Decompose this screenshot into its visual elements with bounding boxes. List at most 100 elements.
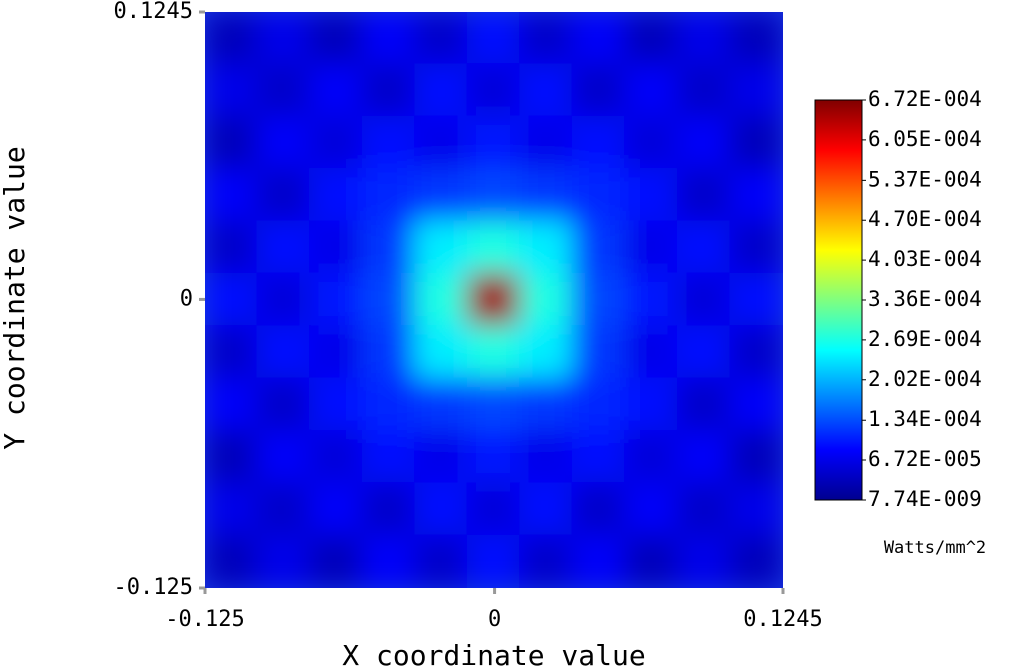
heatmap-cell bbox=[361, 12, 417, 66]
y-tick-label: 0.1245 bbox=[114, 0, 193, 24]
colorbar-tick-label: 2.69E-004 bbox=[868, 327, 982, 351]
heatmap-cell bbox=[205, 325, 259, 380]
heatmap-cell bbox=[466, 429, 522, 485]
heatmap-cell bbox=[361, 63, 417, 118]
heatmap bbox=[205, 12, 783, 588]
heatmap-cell bbox=[624, 115, 679, 171]
heatmap-cell bbox=[361, 429, 417, 485]
heatmap-cell bbox=[256, 377, 312, 432]
heatmap-cell bbox=[571, 377, 627, 432]
colorbar-tick-label: 7.74E-009 bbox=[868, 487, 982, 511]
heatmap-cell bbox=[466, 377, 522, 432]
heatmap-cell bbox=[729, 63, 783, 118]
heatmap-cell bbox=[414, 377, 469, 432]
colorbar-tick-label: 6.72E-005 bbox=[868, 447, 982, 471]
heatmap-cell bbox=[571, 534, 627, 588]
heatmap-cell bbox=[256, 325, 312, 380]
heatmap-cell bbox=[466, 482, 522, 537]
heatmap-cell bbox=[571, 63, 627, 118]
heatmap-cell bbox=[361, 534, 417, 588]
heatmap-cell bbox=[414, 534, 469, 588]
heatmap-cell bbox=[466, 12, 522, 66]
heatmap-cell bbox=[519, 115, 574, 171]
heatmap-cell bbox=[519, 168, 574, 223]
heatmap-cell bbox=[414, 482, 469, 537]
heatmap-cell bbox=[676, 482, 732, 537]
colorbar-tick-label: 5.37E-004 bbox=[868, 167, 982, 191]
y-tick-label: -0.125 bbox=[114, 575, 193, 600]
colorbar-label: Watts/mm^2 bbox=[884, 538, 986, 558]
heatmap-cell bbox=[414, 220, 469, 275]
heatmap-cell bbox=[729, 429, 783, 485]
heatmap-cell bbox=[676, 115, 732, 171]
heatmap-cell bbox=[256, 168, 312, 223]
heatmap-cell bbox=[256, 220, 312, 275]
heatmap-cell bbox=[571, 168, 627, 223]
heatmap-cell bbox=[361, 325, 417, 380]
colorbar bbox=[814, 99, 863, 501]
heatmap-cell bbox=[519, 272, 574, 328]
heatmap-cell bbox=[205, 63, 259, 118]
heatmap-cell bbox=[624, 482, 679, 537]
heatmap-cell bbox=[571, 220, 627, 275]
heatmap-cell bbox=[361, 272, 417, 328]
heatmap-cell bbox=[414, 12, 469, 66]
heatmap-cell bbox=[624, 377, 679, 432]
colorbar-tick-label: 6.05E-004 bbox=[868, 127, 982, 151]
heatmap-cell bbox=[414, 63, 469, 118]
heatmap-cell bbox=[729, 12, 783, 66]
heatmap-cell bbox=[466, 115, 522, 171]
heatmap-cell bbox=[729, 482, 783, 537]
heatmap-cell bbox=[205, 534, 259, 588]
heatmap-cell bbox=[256, 482, 312, 537]
heatmap-cell bbox=[205, 220, 259, 275]
heatmap-cell bbox=[676, 168, 732, 223]
colorbar-tick-label: 2.02E-004 bbox=[868, 367, 982, 391]
heatmap-cell bbox=[571, 12, 627, 66]
heatmap-cell bbox=[729, 325, 783, 380]
heatmap-cell bbox=[571, 482, 627, 537]
heatmap-cell bbox=[309, 377, 364, 432]
heatmap-cell bbox=[205, 12, 259, 66]
heatmap-cell bbox=[205, 377, 259, 432]
heatmap-cell bbox=[466, 325, 522, 380]
heatmap-cell bbox=[309, 12, 364, 66]
heatmap-cell bbox=[729, 377, 783, 432]
heatmap-cell bbox=[309, 168, 364, 223]
colorbar-tick-label: 1.34E-004 bbox=[868, 407, 982, 431]
heatmap-cell bbox=[519, 482, 574, 537]
heatmap-cell bbox=[676, 377, 732, 432]
heatmap-cell bbox=[729, 220, 783, 275]
heatmap-cell bbox=[256, 534, 312, 588]
heatmap-cell bbox=[729, 168, 783, 223]
heatmap-cell bbox=[309, 63, 364, 118]
heatmap-cell bbox=[519, 12, 574, 66]
heatmap-cell bbox=[256, 429, 312, 485]
heatmap-cell bbox=[205, 482, 259, 537]
heatmap-cell bbox=[676, 325, 732, 380]
x-axis-title: X coordinate value bbox=[342, 639, 645, 672]
heatmap-cell bbox=[729, 534, 783, 588]
heatmap-cell bbox=[205, 168, 259, 223]
heatmap-cell bbox=[361, 220, 417, 275]
colorbar-tick-label: 4.70E-004 bbox=[868, 207, 982, 231]
heatmap-cell bbox=[414, 272, 469, 328]
heatmap-cell bbox=[676, 220, 732, 275]
heatmap-cell bbox=[519, 325, 574, 380]
heatmap-cell bbox=[624, 168, 679, 223]
heatmap-cell bbox=[309, 482, 364, 537]
heatmap-cell bbox=[466, 168, 522, 223]
heatmap-cell bbox=[571, 272, 627, 328]
heatmap-cell bbox=[466, 63, 522, 118]
heatmap-cell bbox=[205, 429, 259, 485]
heatmap-cell bbox=[624, 12, 679, 66]
x-tick-label: 0 bbox=[488, 607, 501, 632]
heatmap-cell bbox=[519, 534, 574, 588]
heatmap-cell bbox=[676, 534, 732, 588]
heatmap-cell bbox=[624, 220, 679, 275]
heatmap-cell bbox=[571, 325, 627, 380]
heatmap-cell bbox=[256, 63, 312, 118]
y-axis-title: Y coordinate value bbox=[0, 146, 31, 449]
heatmap-cell bbox=[676, 63, 732, 118]
